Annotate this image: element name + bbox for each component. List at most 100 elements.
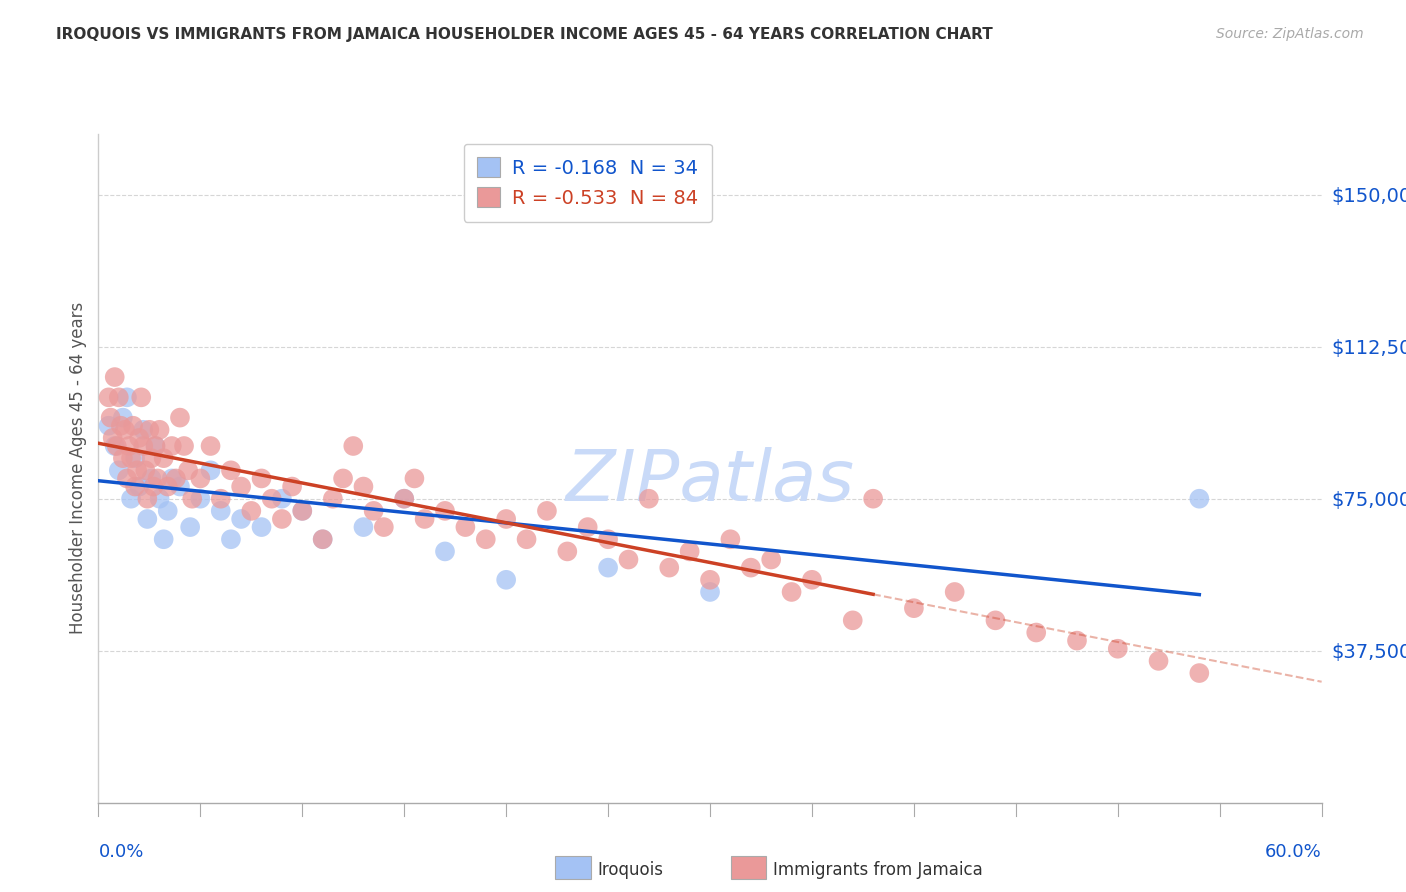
Point [576, 520, 599, 534]
Point [188, 491, 212, 506]
Point [598, 533, 620, 547]
Point [173, 439, 195, 453]
Point [219, 533, 242, 547]
Point [209, 491, 232, 506]
Point [156, 504, 179, 518]
Point [761, 552, 783, 566]
Point [637, 491, 661, 506]
Point [392, 491, 416, 506]
Point [101, 431, 124, 445]
Point [152, 533, 174, 547]
Point [1025, 625, 1047, 640]
Text: IROQUOIS VS IMMIGRANTS FROM JAMAICA HOUSEHOLDER INCOME AGES 45 - 64 YEARS CORREL: IROQUOIS VS IMMIGRANTS FROM JAMAICA HOUS… [56, 27, 993, 42]
Point [434, 504, 457, 518]
Point [291, 504, 314, 518]
Point [474, 533, 498, 547]
Point [200, 439, 222, 453]
Point [120, 491, 142, 506]
Point [122, 418, 145, 433]
Point [160, 439, 183, 453]
Point [160, 471, 183, 485]
Point [145, 439, 167, 453]
Point [740, 560, 762, 574]
Point [240, 504, 263, 518]
Point [373, 520, 395, 534]
Point [97, 390, 120, 404]
Point [1188, 666, 1211, 681]
Point [200, 463, 222, 477]
Point [105, 439, 128, 453]
Point [841, 613, 863, 627]
Point [231, 512, 253, 526]
Point [108, 463, 131, 477]
Point [984, 613, 1007, 627]
Point [598, 560, 620, 574]
Point [495, 573, 517, 587]
Text: ZIPatlas: ZIPatlas [565, 447, 855, 516]
Point [780, 585, 803, 599]
Point [124, 479, 146, 493]
Point [312, 533, 335, 547]
Point [169, 479, 191, 493]
Point [1188, 491, 1211, 506]
Point [260, 491, 283, 506]
Point [146, 471, 169, 485]
Point [108, 390, 131, 404]
Point [114, 423, 136, 437]
Point [536, 504, 558, 518]
Point [111, 451, 134, 466]
Point [1107, 641, 1129, 656]
Point [209, 504, 232, 518]
Point [332, 471, 354, 485]
Text: 0.0%: 0.0% [98, 843, 143, 861]
Point [617, 552, 640, 566]
Point [352, 520, 374, 534]
Point [97, 418, 120, 433]
Point [903, 601, 925, 615]
Y-axis label: Householder Income Ages 45 - 64 years: Householder Income Ages 45 - 64 years [69, 302, 87, 634]
Point [250, 471, 273, 485]
Point [179, 520, 201, 534]
Point [177, 463, 200, 477]
Point [136, 512, 159, 526]
Point [134, 463, 156, 477]
Point [862, 491, 884, 506]
Point [100, 410, 122, 425]
Point [115, 390, 138, 404]
Point [115, 471, 138, 485]
Point [129, 390, 152, 404]
Point [679, 544, 702, 558]
Point [699, 585, 721, 599]
Point [132, 439, 155, 453]
Point [110, 418, 132, 433]
Point [281, 479, 304, 493]
Point [149, 423, 172, 437]
Point [413, 512, 436, 526]
Point [141, 471, 163, 485]
Point [136, 491, 159, 506]
Point [658, 560, 681, 574]
Point [149, 491, 172, 506]
Legend: R = -0.168  N = 34, R = -0.533  N = 84: R = -0.168 N = 34, R = -0.533 N = 84 [464, 144, 711, 221]
Point [291, 504, 314, 518]
Point [128, 431, 150, 445]
Text: Source: ZipAtlas.com: Source: ZipAtlas.com [1216, 27, 1364, 41]
Point [434, 544, 457, 558]
Point [128, 479, 150, 493]
Point [363, 504, 385, 518]
Point [231, 479, 253, 493]
Point [104, 439, 127, 453]
Text: 60.0%: 60.0% [1265, 843, 1322, 861]
Text: Iroquois: Iroquois [598, 861, 664, 879]
Point [352, 479, 374, 493]
Point [152, 451, 174, 466]
Point [392, 491, 416, 506]
Point [342, 439, 364, 453]
Point [555, 544, 579, 558]
Point [495, 512, 517, 526]
Point [104, 370, 127, 384]
Point [145, 439, 167, 453]
Point [718, 533, 742, 547]
Point [404, 471, 426, 485]
Point [270, 491, 294, 506]
